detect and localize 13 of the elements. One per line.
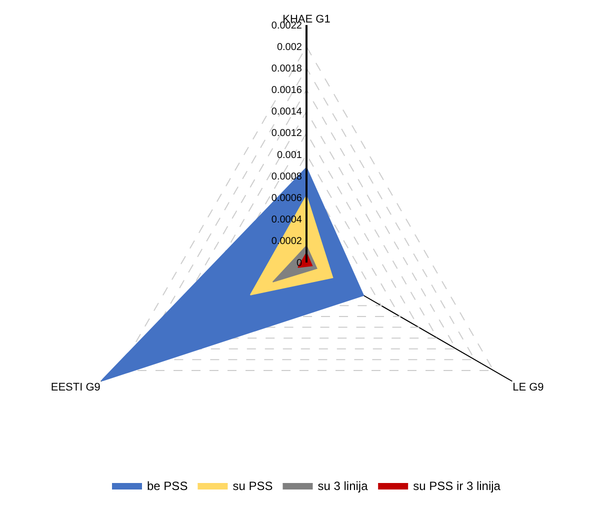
y-tick-label: 0.0016 <box>271 85 302 96</box>
y-tick-label: 0.0012 <box>271 128 302 140</box>
y-tick-label: 0.002 <box>276 42 302 53</box>
legend-label: su PSS ir 3 linija <box>413 479 501 494</box>
legend-label: be PSS <box>147 479 188 494</box>
y-tick-label: 0.001 <box>276 150 302 161</box>
y-tick-label: 0.0018 <box>271 63 302 74</box>
spoke-label: LE G9 <box>512 381 544 394</box>
y-tick-label: 0.0014 <box>271 106 302 118</box>
spoke-label: EESTI G9 <box>50 381 100 394</box>
legend-label: su 3 linija <box>318 479 368 494</box>
y-tick-label: 0.0022 <box>271 20 302 32</box>
legend-label: su PSS <box>232 479 273 494</box>
